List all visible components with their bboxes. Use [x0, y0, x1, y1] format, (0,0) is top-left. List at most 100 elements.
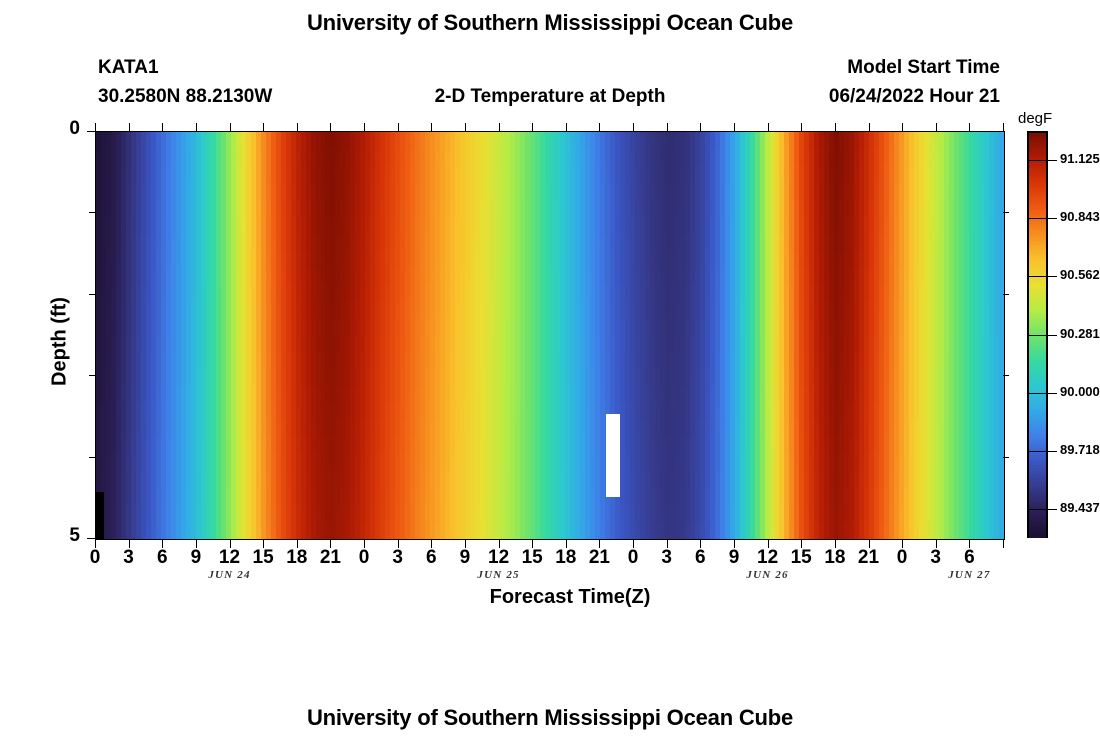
x-axis-tick-label: 3	[392, 547, 403, 568]
x-axis-tick-label: 15	[790, 547, 812, 568]
colorbar-segment	[1029, 372, 1046, 377]
colorbar-segment	[1029, 306, 1046, 311]
colorbar-segment	[1029, 445, 1046, 450]
x-axis-tick	[498, 539, 500, 548]
colorbar-segment	[1029, 427, 1046, 432]
colorbar-segment	[1029, 266, 1046, 271]
x-axis-tick-top	[969, 123, 971, 131]
colorbar-segment	[1029, 311, 1046, 316]
colorbar-separator	[1027, 334, 1048, 336]
colorbar-tick-label: 90.2812	[1060, 325, 1100, 341]
heatmap-row	[96, 437, 1004, 455]
heatmap-row	[96, 165, 1004, 184]
x-axis-tick-label: 9	[459, 547, 471, 568]
colorbar-segment	[1029, 470, 1046, 475]
y-axis-minor-tick	[89, 456, 95, 458]
x-axis-tick-label: 21	[857, 547, 880, 568]
heatmap-row	[96, 132, 1004, 150]
y-axis-tick	[87, 131, 95, 132]
heatmap-row	[96, 403, 1004, 421]
x-axis-tick	[969, 539, 971, 548]
x-axis-tick	[834, 539, 836, 548]
colorbar-segment	[1029, 195, 1046, 201]
colorbar-separator	[1027, 218, 1048, 220]
colorbar-segment	[1029, 135, 1046, 140]
heatmap-row	[96, 335, 1004, 354]
y-axis-minor-tick-right	[1003, 375, 1009, 377]
colorbar-segment	[1029, 505, 1046, 510]
x-axis-tick-label: 3	[123, 547, 134, 568]
colorbar-segment	[1029, 410, 1046, 415]
colorbar-segment	[1029, 354, 1046, 359]
x-axis-tick	[935, 539, 937, 548]
colorbar-segment	[1029, 258, 1046, 264]
x-axis-tick-top	[532, 123, 534, 131]
x-axis-tick	[229, 539, 231, 548]
colorbar-segment	[1029, 435, 1046, 440]
x-axis-tick-label: 3	[930, 547, 941, 568]
colorbar-segment	[1029, 478, 1046, 483]
colorbar-tick	[1048, 392, 1057, 394]
colorbar-segment	[1029, 432, 1046, 437]
heatmap-row	[96, 267, 1004, 286]
colorbar-segment	[1029, 508, 1046, 513]
colorbar-segment	[1029, 510, 1046, 515]
x-axis-tick	[1003, 539, 1004, 548]
colorbar-segment	[1029, 362, 1046, 367]
x-axis-tick-label: 18	[555, 547, 577, 568]
x-axis-tick-top	[902, 123, 904, 131]
colorbar-segment	[1029, 326, 1046, 332]
heatmap-plot-area	[95, 131, 1005, 540]
x-axis-tick	[633, 539, 635, 548]
x-axis-tick	[767, 539, 769, 548]
y-axis-tick	[87, 538, 95, 539]
station-coordinates-label: 30.2580N 88.2130W	[98, 86, 273, 107]
colorbar-segment	[1029, 188, 1046, 193]
colorbar-segment	[1029, 218, 1046, 223]
colorbar-segment	[1029, 329, 1046, 334]
colorbar-segment	[1029, 314, 1046, 319]
heatmap-row	[96, 522, 1004, 539]
x-axis-tick-label: 21	[319, 547, 341, 568]
x-axis-tick	[734, 539, 735, 548]
colorbar-segment	[1029, 271, 1046, 276]
colorbar-segment	[1029, 173, 1046, 178]
colorbar-segment	[1029, 399, 1046, 405]
colorbar-segment	[1029, 274, 1046, 279]
colorbar-separator	[1027, 276, 1048, 278]
colorbar-segment	[1029, 193, 1046, 198]
colorbar-segment	[1029, 319, 1046, 324]
x-axis-tick-label: 12	[757, 547, 779, 568]
x-axis-tick-top	[599, 123, 601, 131]
colorbar-segment	[1029, 208, 1046, 213]
colorbar-tick-label: 91.1250	[1060, 151, 1100, 167]
colorbar-segment	[1029, 480, 1046, 485]
colorbar-segment	[1029, 334, 1046, 339]
colorbar-segment	[1029, 175, 1046, 180]
x-axis-tick-label: 6	[157, 547, 168, 568]
colorbar-segment	[1029, 457, 1046, 463]
colorbar-segment	[1029, 450, 1046, 455]
colorbar-segment	[1029, 367, 1046, 372]
colorbar-tick-label: 90.8437	[1060, 209, 1100, 225]
colorbar-segment	[1029, 203, 1046, 208]
colorbar-tick-label: 89.4375	[1060, 499, 1100, 515]
colorbar-segment	[1029, 447, 1046, 452]
heatmap-row	[96, 284, 1004, 303]
x-axis-tick	[296, 539, 298, 548]
x-axis-tick	[330, 539, 332, 548]
colorbar-segment	[1029, 281, 1046, 286]
page-title: University of Southern Mississippi Ocean…	[306, 10, 794, 35]
x-axis-date-label: JUN 27	[948, 569, 991, 581]
masked-edge-block	[96, 491, 104, 539]
colorbar-segment	[1029, 170, 1046, 175]
colorbar-segment	[1029, 206, 1046, 211]
colorbar-segment	[1029, 223, 1046, 228]
colorbar-segment	[1029, 238, 1046, 243]
x-axis-title: Forecast Time(Z)	[489, 586, 651, 608]
x-axis-tick-top	[431, 123, 433, 131]
x-axis-tick-top	[935, 123, 937, 131]
heatmap-row	[96, 386, 1004, 404]
colorbar-segment	[1029, 525, 1046, 531]
footer-title: University of Southern Mississippi Ocean…	[306, 705, 794, 730]
